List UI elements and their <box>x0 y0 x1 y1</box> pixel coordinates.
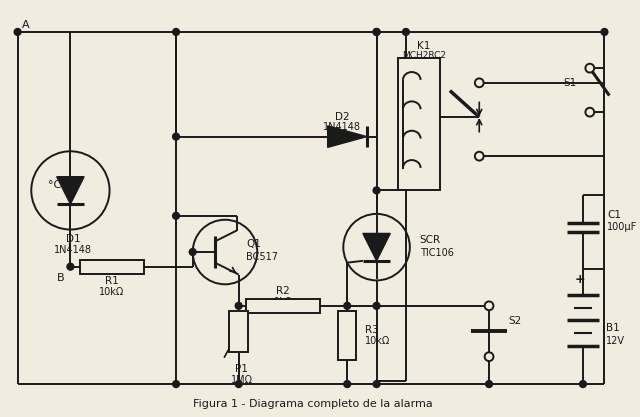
Circle shape <box>173 133 179 140</box>
Circle shape <box>344 381 351 387</box>
FancyBboxPatch shape <box>246 299 320 313</box>
Circle shape <box>173 212 179 219</box>
Text: P1: P1 <box>235 364 248 374</box>
Circle shape <box>403 28 410 35</box>
Circle shape <box>580 381 586 387</box>
Text: °C: °C <box>48 180 61 190</box>
Text: SCR: SCR <box>420 235 441 245</box>
Text: 1kΩ: 1kΩ <box>273 297 292 307</box>
Circle shape <box>586 64 594 73</box>
Circle shape <box>189 249 196 256</box>
Text: 1N4148: 1N4148 <box>54 245 92 255</box>
Text: TIC106: TIC106 <box>420 248 454 258</box>
Text: B1: B1 <box>607 323 620 333</box>
Circle shape <box>601 28 608 35</box>
FancyBboxPatch shape <box>339 311 356 359</box>
Text: 1N4148: 1N4148 <box>323 122 362 132</box>
Circle shape <box>373 302 380 309</box>
Text: +: + <box>575 273 586 286</box>
Text: D2: D2 <box>335 112 349 122</box>
Text: D1: D1 <box>66 234 81 244</box>
Text: C1: C1 <box>607 210 621 220</box>
Text: A: A <box>22 20 29 30</box>
Text: Q1: Q1 <box>246 239 261 249</box>
Circle shape <box>344 302 351 309</box>
Circle shape <box>373 28 380 35</box>
Text: BC517: BC517 <box>246 252 278 262</box>
Text: 10kΩ: 10kΩ <box>99 287 125 297</box>
Circle shape <box>373 381 380 387</box>
FancyBboxPatch shape <box>398 58 440 191</box>
Circle shape <box>373 187 380 194</box>
Circle shape <box>236 302 242 309</box>
Circle shape <box>67 263 74 270</box>
Text: R3: R3 <box>365 325 379 335</box>
Circle shape <box>236 381 242 387</box>
Circle shape <box>484 352 493 361</box>
FancyBboxPatch shape <box>80 260 144 274</box>
Text: B: B <box>57 274 65 284</box>
Text: Figura 1 - Diagrama completo de la alarma: Figura 1 - Diagrama completo de la alarm… <box>193 399 433 409</box>
Text: MCH2RC2: MCH2RC2 <box>402 51 446 60</box>
Text: 10kΩ: 10kΩ <box>365 336 390 346</box>
Text: 100μF: 100μF <box>607 221 637 231</box>
Polygon shape <box>363 234 390 261</box>
Circle shape <box>486 381 492 387</box>
Polygon shape <box>328 126 367 147</box>
Text: R2: R2 <box>276 286 290 296</box>
Polygon shape <box>57 177 84 204</box>
Text: K1: K1 <box>417 40 431 50</box>
Circle shape <box>173 381 179 387</box>
Circle shape <box>475 152 484 161</box>
Text: R1: R1 <box>105 276 119 286</box>
Text: 12V: 12V <box>607 336 625 346</box>
Text: S1: S1 <box>564 78 577 88</box>
Circle shape <box>484 301 493 310</box>
Text: S2: S2 <box>509 317 522 327</box>
Circle shape <box>475 78 484 87</box>
Circle shape <box>586 108 594 117</box>
Circle shape <box>14 28 21 35</box>
Circle shape <box>173 28 179 35</box>
Text: 1MΩ: 1MΩ <box>230 375 253 385</box>
FancyBboxPatch shape <box>229 311 248 352</box>
Circle shape <box>373 28 380 35</box>
